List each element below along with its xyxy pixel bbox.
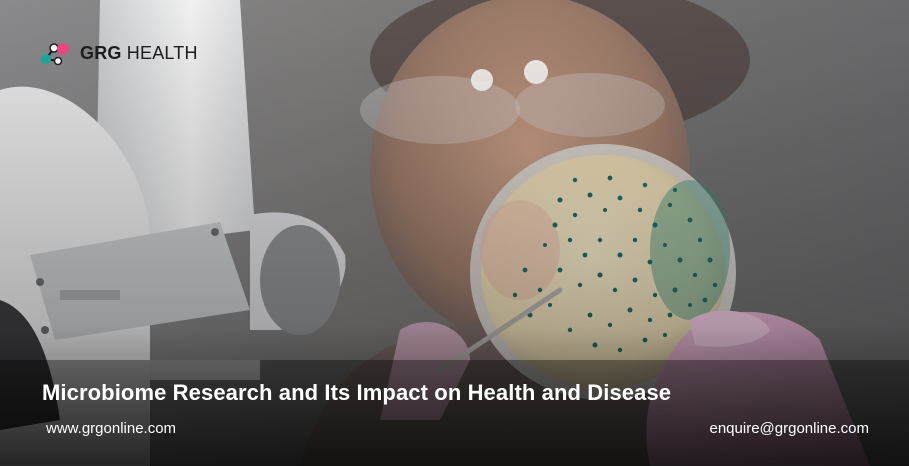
logo-molecule-icon — [41, 43, 69, 66]
website-link[interactable]: www.grgonline.com — [46, 420, 177, 437]
article-title: Microbiome Research and Its Impact on He… — [42, 380, 672, 405]
email-link[interactable]: enquire@grgonline.com — [709, 420, 870, 437]
grg-health-logo[interactable]: GRG HEALTH — [38, 39, 198, 67]
logo-wordmark: GRG HEALTH — [80, 42, 198, 63]
